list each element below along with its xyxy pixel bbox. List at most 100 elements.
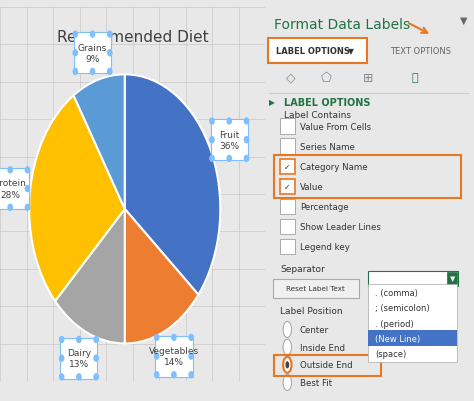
Circle shape <box>245 138 248 143</box>
Circle shape <box>210 138 214 143</box>
Circle shape <box>227 156 231 162</box>
Circle shape <box>210 156 214 162</box>
Circle shape <box>189 353 193 359</box>
Text: (New Line): (New Line) <box>375 334 420 343</box>
Text: Format Data Labels: Format Data Labels <box>273 18 410 32</box>
Circle shape <box>60 355 64 361</box>
Circle shape <box>91 32 95 38</box>
Circle shape <box>189 372 193 378</box>
Text: Recommended Diet: Recommended Diet <box>57 30 209 45</box>
Circle shape <box>108 69 112 75</box>
FancyBboxPatch shape <box>280 179 295 194</box>
Wedge shape <box>73 75 125 209</box>
Text: Series Name: Series Name <box>300 142 355 151</box>
FancyBboxPatch shape <box>0 168 29 210</box>
Text: . (comma): . (comma) <box>375 288 418 297</box>
Text: ▼: ▼ <box>450 276 455 282</box>
Circle shape <box>189 334 193 340</box>
Text: Reset Label Text: Reset Label Text <box>286 286 345 292</box>
Text: Best Fit: Best Fit <box>300 378 332 387</box>
Text: Outside End: Outside End <box>300 360 353 369</box>
Text: ◇: ◇ <box>286 72 295 85</box>
Circle shape <box>155 372 159 378</box>
Text: Value From Cells: Value From Cells <box>300 122 371 131</box>
Circle shape <box>227 119 231 125</box>
FancyBboxPatch shape <box>280 119 295 134</box>
Circle shape <box>283 322 292 338</box>
Circle shape <box>94 374 98 380</box>
Text: ▶: ▶ <box>269 98 275 107</box>
Text: Value: Value <box>300 182 324 191</box>
Circle shape <box>108 32 112 38</box>
Circle shape <box>25 168 29 173</box>
Text: ⊞: ⊞ <box>363 72 374 85</box>
Wedge shape <box>125 75 220 295</box>
Circle shape <box>8 168 12 173</box>
Text: Protein
28%: Protein 28% <box>0 179 26 199</box>
Circle shape <box>77 337 81 342</box>
Circle shape <box>91 69 95 75</box>
FancyBboxPatch shape <box>447 272 457 286</box>
FancyBboxPatch shape <box>368 271 457 286</box>
Circle shape <box>283 339 292 355</box>
Text: Vegetables
14%: Vegetables 14% <box>149 346 199 366</box>
Circle shape <box>210 119 214 125</box>
Circle shape <box>172 334 176 340</box>
Text: (space): (space) <box>375 349 406 358</box>
Text: Legend key: Legend key <box>300 243 350 251</box>
Wedge shape <box>125 209 199 344</box>
Circle shape <box>77 374 81 380</box>
Text: ; (semicolon): ; (semicolon) <box>375 304 429 312</box>
FancyBboxPatch shape <box>280 139 295 154</box>
Text: Inside End: Inside End <box>300 343 345 352</box>
Text: Fruit
36%: Fruit 36% <box>219 130 239 150</box>
FancyBboxPatch shape <box>368 285 457 362</box>
Text: Label Contains: Label Contains <box>284 111 351 119</box>
FancyBboxPatch shape <box>368 330 457 346</box>
Text: Separator: Separator <box>280 265 325 273</box>
Circle shape <box>172 372 176 378</box>
Circle shape <box>245 119 248 125</box>
Text: LABEL OPTIONS: LABEL OPTIONS <box>276 47 350 55</box>
Circle shape <box>25 205 29 211</box>
Text: LABEL OPTIONS: LABEL OPTIONS <box>284 97 371 107</box>
Text: ⬠: ⬠ <box>321 72 332 85</box>
Text: Grains
9%: Grains 9% <box>78 44 107 64</box>
FancyBboxPatch shape <box>280 199 295 215</box>
FancyBboxPatch shape <box>280 239 295 255</box>
FancyBboxPatch shape <box>273 279 359 298</box>
FancyBboxPatch shape <box>280 159 295 174</box>
Text: Dairy
13%: Dairy 13% <box>67 348 91 368</box>
FancyBboxPatch shape <box>155 336 192 377</box>
Circle shape <box>60 337 64 342</box>
Circle shape <box>60 374 64 380</box>
Circle shape <box>25 186 29 192</box>
FancyBboxPatch shape <box>210 120 248 161</box>
Text: Category Name: Category Name <box>300 162 368 171</box>
Wedge shape <box>55 209 125 344</box>
Text: ✓: ✓ <box>284 182 290 191</box>
Circle shape <box>285 361 289 369</box>
FancyBboxPatch shape <box>280 219 295 235</box>
Text: ▼: ▼ <box>348 47 354 55</box>
Circle shape <box>245 156 248 162</box>
Text: Center: Center <box>300 325 329 334</box>
Circle shape <box>155 353 159 359</box>
Text: ✓: ✓ <box>284 162 290 171</box>
Circle shape <box>283 357 292 373</box>
Text: 📊: 📊 <box>411 73 418 83</box>
Circle shape <box>73 32 77 38</box>
Circle shape <box>73 69 77 75</box>
Text: Percentage: Percentage <box>300 203 348 211</box>
Circle shape <box>155 334 159 340</box>
Text: ▼: ▼ <box>460 16 468 26</box>
FancyBboxPatch shape <box>60 338 98 379</box>
Wedge shape <box>29 96 125 301</box>
FancyBboxPatch shape <box>268 38 367 63</box>
Text: TEXT OPTIONS: TEXT OPTIONS <box>390 47 451 55</box>
Circle shape <box>94 337 98 342</box>
Text: Show Leader Lines: Show Leader Lines <box>300 223 381 231</box>
Circle shape <box>8 205 12 211</box>
Circle shape <box>73 51 77 57</box>
Circle shape <box>283 375 292 391</box>
